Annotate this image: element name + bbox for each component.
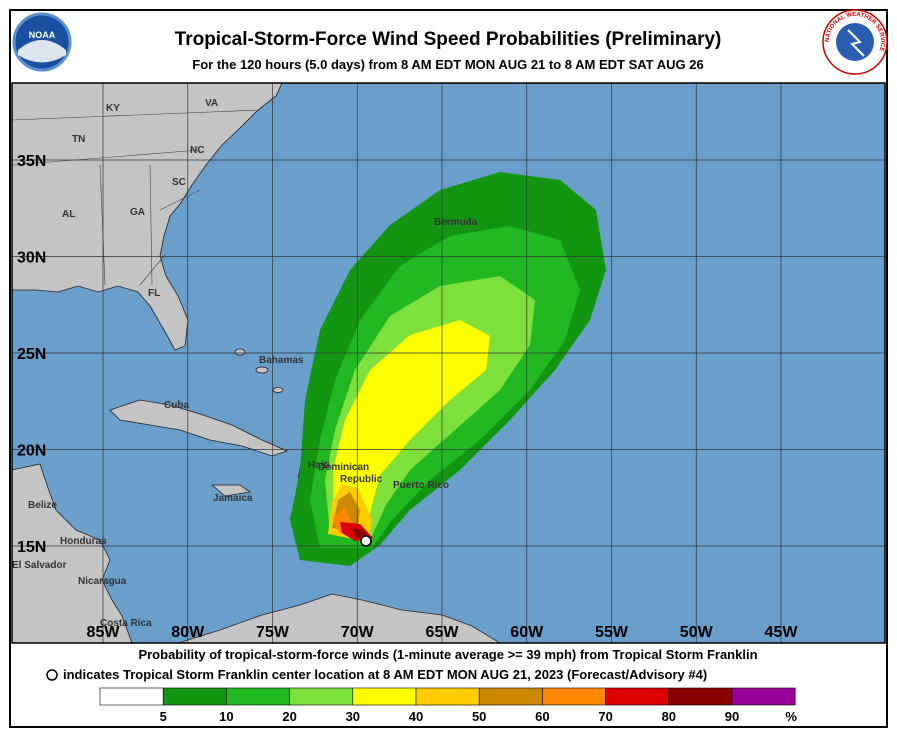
graticule: 35N 30N 25N 20N 15N 85W 80W 75W 70W 65W 60W 55W 50W 4… [12, 83, 885, 643]
contour [352, 528, 368, 538]
latitude-label: 20N [17, 443, 46, 460]
south-america [177, 593, 501, 643]
place-label: Cuba [164, 400, 189, 411]
place-label: SC [172, 177, 186, 188]
bahamas-island [272, 387, 284, 393]
latitude-label: 15N [17, 539, 46, 556]
longitude-label: 85W [87, 624, 121, 641]
legend-swatch [289, 687, 354, 706]
map: 35N 30N 25N 20N 15N 85W 80W 75W 70W 65W 60W 55W 50W 4… [12, 83, 885, 643]
legend-swatch [415, 687, 480, 706]
legend-label: 50 [472, 709, 486, 724]
legend-label: 5 [160, 709, 167, 724]
nws-inner [836, 23, 874, 61]
legend-swatch [542, 687, 606, 706]
place-label: Puerto Rico [393, 480, 449, 491]
cuba [109, 399, 289, 457]
legend-swatch [162, 687, 227, 706]
place-label: Honduras [60, 536, 107, 547]
legend-swatch [226, 687, 290, 706]
place-label: Bahamas [259, 355, 304, 366]
legend-label: 70 [598, 709, 612, 724]
place-labels: KY VA TN NC SC AL GA FL Bermuda Bahamas … [12, 98, 478, 629]
place-label: NC [190, 145, 204, 156]
state-borders [12, 109, 261, 286]
legend-label: 30 [346, 709, 360, 724]
map-border [11, 82, 886, 644]
contour [333, 320, 490, 526]
longitude-label: 65W [426, 624, 460, 641]
legend-swatch [731, 687, 796, 706]
color-legend: 5 10 20 30 40 50 60 70 80 90% [99, 687, 797, 724]
center-symbol [46, 669, 58, 681]
legend-label: 10 [219, 709, 233, 724]
legend-label: 40 [409, 709, 423, 724]
longitude-label: 70W [341, 624, 375, 641]
place-label: TN [72, 134, 85, 145]
jamaica [210, 484, 252, 497]
longitude-label: 45W [765, 624, 799, 641]
place-label: VA [205, 98, 218, 109]
longitude-label: 55W [595, 624, 629, 641]
place-label: Republic [340, 474, 383, 485]
longitude-label: 80W [171, 624, 205, 641]
us-southeast [12, 83, 283, 351]
place-label: Jamaica [213, 493, 253, 504]
place-label: Haiti [308, 460, 330, 471]
legend-swatch [478, 687, 543, 706]
place-label: Dominican [318, 462, 369, 473]
place-label: El Salvador [12, 560, 67, 571]
longitude-label: 60W [510, 624, 544, 641]
legend-unit: % [785, 709, 797, 724]
footer-line: indicates Tropical Storm Franklin center… [63, 667, 707, 682]
place-label: GA [130, 207, 145, 218]
legend-swatch [99, 687, 164, 706]
noaa-gull [18, 40, 66, 63]
legend-swatch [605, 687, 670, 706]
place-label: Nicaragua [78, 576, 127, 587]
legend-label: 20 [282, 709, 296, 724]
latitude-label: 35N [17, 153, 46, 170]
latitude-label: 25N [17, 346, 46, 363]
legend-label: 90 [725, 709, 739, 724]
central-america [12, 463, 133, 643]
bahamas-island [234, 348, 246, 356]
nws-bolt [847, 29, 865, 57]
longitude-label: 50W [680, 624, 714, 641]
storm-center [360, 535, 372, 547]
longitude-label: 75W [256, 624, 290, 641]
place-label: KY [106, 103, 120, 114]
latitude-label: 30N [17, 250, 46, 267]
bahamas-island [255, 366, 269, 374]
legend-swatch [668, 687, 733, 706]
place-label: Bermuda [434, 217, 478, 228]
legend-label: 80 [662, 709, 676, 724]
title: Tropical-Storm-Force Wind Speed Probabil… [175, 29, 722, 50]
noaa-text: NOAA [29, 30, 56, 40]
place-label: AL [62, 209, 75, 220]
place-label: Belize [28, 500, 57, 511]
legend-label: 60 [535, 709, 549, 724]
footer-line: Probability of tropical-storm-force wind… [138, 647, 757, 662]
legend-swatch [352, 687, 417, 706]
subtitle: For the 120 hours (5.0 days) from 8 AM E… [192, 57, 703, 72]
place-label: Costa Rica [100, 618, 152, 629]
place-label: FL [148, 288, 160, 299]
